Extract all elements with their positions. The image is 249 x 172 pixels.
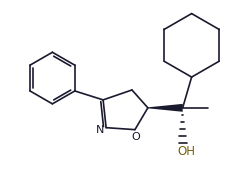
Text: OH: OH [178,145,196,158]
Text: O: O [131,132,140,142]
Text: N: N [96,125,104,135]
Polygon shape [148,104,183,112]
